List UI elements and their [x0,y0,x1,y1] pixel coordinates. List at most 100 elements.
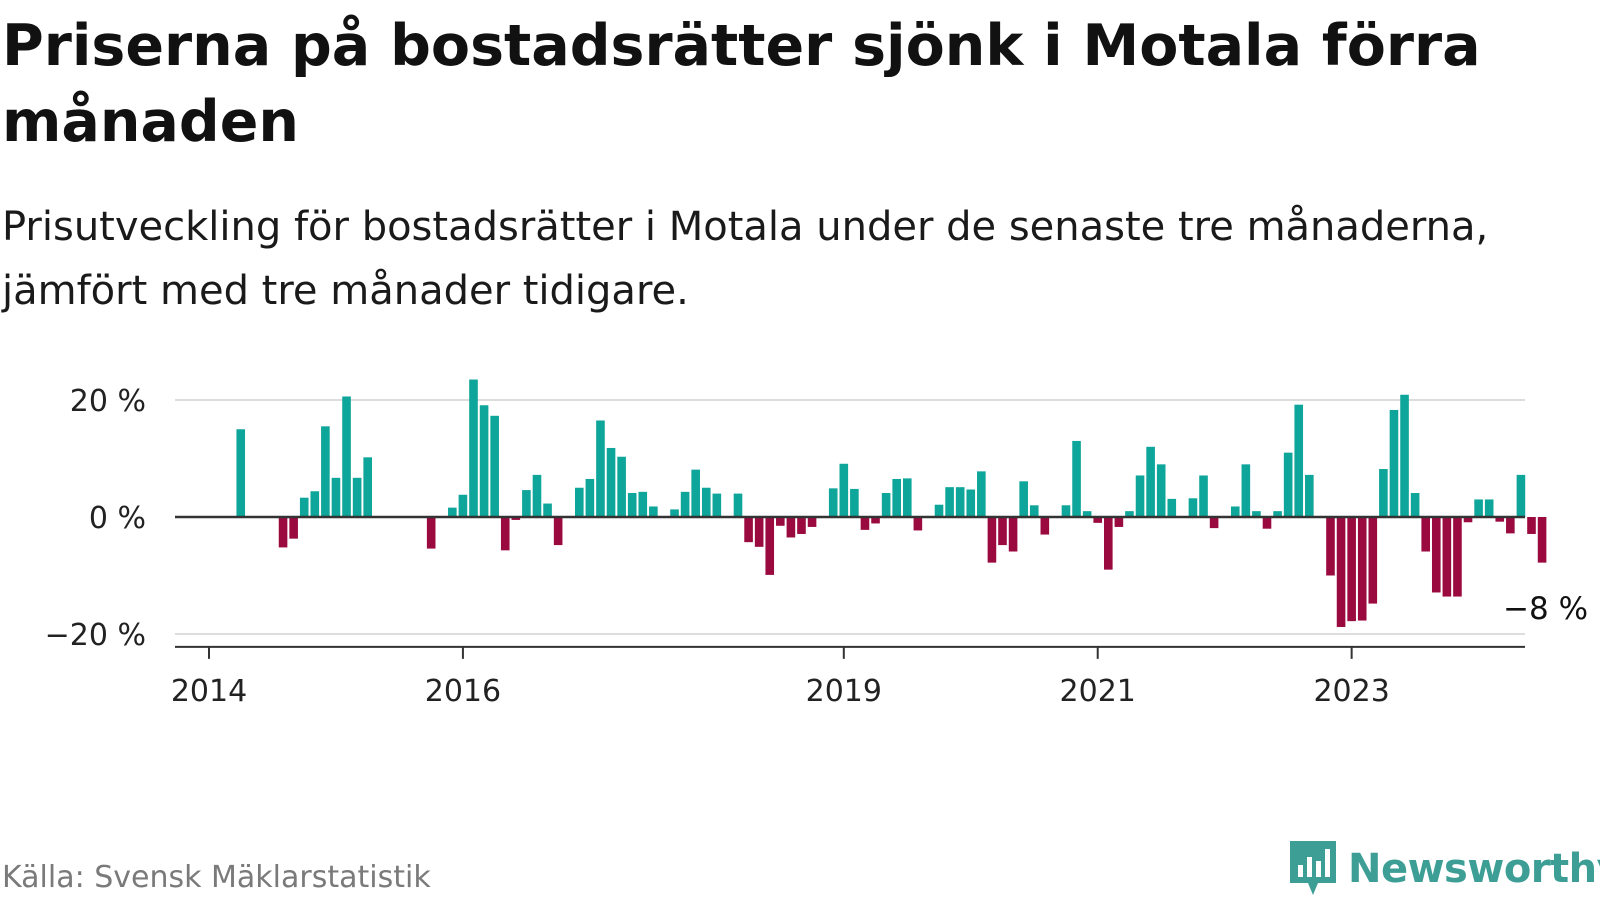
bar [1389,409,1399,517]
x-tick-label: 2023 [1313,674,1389,709]
bar [1040,517,1050,535]
y-tick-label: 20 % [70,384,146,419]
bar [1114,517,1124,527]
bar [881,493,891,517]
bar [575,487,584,517]
bar [977,471,986,517]
newsworthy-logo-icon [1290,841,1336,895]
bar [998,517,1007,546]
bar [321,426,330,517]
bar [701,487,711,517]
bar [744,517,753,543]
bar [1061,505,1071,517]
bar [1230,506,1240,517]
bar [448,507,457,517]
brand-name: Newsworthy [1348,846,1600,892]
source-note: Källa: Svensk Mäklarstatistik [2,860,431,895]
bar [828,488,838,517]
bar [1453,517,1462,597]
bar [1421,517,1430,552]
bar [1463,517,1473,523]
bar [649,506,658,517]
bar [987,517,997,563]
bar [490,415,499,517]
bar [765,517,775,575]
bar [680,491,690,517]
bar [532,474,542,517]
bar [754,517,764,547]
bar [1019,481,1028,517]
bar [691,469,700,517]
bar [352,477,362,517]
bar [426,517,436,549]
bar [299,497,309,517]
bar [1082,511,1092,517]
bar [585,478,595,517]
bar [331,477,341,517]
bar [1527,517,1536,534]
bar [1273,511,1282,517]
bar [1484,499,1494,517]
bar [1357,517,1367,621]
bar [543,503,552,517]
brand-logo: Newsworthy [1288,838,1600,900]
bar [278,517,288,548]
bar [1072,440,1081,517]
y-axis-labels: 20 % 0 % −20 % [45,384,146,653]
bar [606,447,616,517]
bar [1294,404,1304,517]
bar [522,490,531,517]
bar [1262,517,1272,529]
y-tick-label: −20 % [45,618,146,653]
bar [860,517,870,530]
bar [1029,505,1039,517]
bar [617,456,626,517]
bar [1167,498,1177,517]
bar [1146,446,1155,517]
bar [1326,517,1335,576]
last-value-annotation: −8 % [1503,591,1588,627]
bar [500,517,510,551]
bar [469,379,478,517]
bar [839,463,849,517]
bar [902,478,912,517]
bar [850,488,859,517]
bar [1537,517,1547,563]
bar [236,429,246,517]
bar [1252,511,1261,517]
bar [786,517,796,538]
bar [776,517,785,526]
bar [1188,498,1198,517]
bar [1506,517,1515,534]
bar [289,517,298,539]
bar [807,517,817,527]
x-tick-label: 2016 [425,674,501,709]
bar [1474,499,1483,517]
bar [638,491,648,517]
bar [670,509,679,517]
y-tick-label: 0 % [89,501,146,536]
bar [1283,452,1293,517]
bar [1156,464,1166,517]
bar-chart: 20 % 0 % −20 % 2014 2016 2019 2021 2023 −8 % [45,379,1588,709]
bar [1368,517,1378,604]
x-tick-label: 2019 [806,674,882,709]
bar [955,487,965,517]
bar [966,489,976,517]
bar [1199,475,1208,517]
bar [342,396,351,517]
bar [1125,511,1134,517]
bar [1400,394,1409,517]
bar [1104,517,1113,570]
bar [1093,517,1103,523]
bar [1008,517,1018,552]
bar [1209,517,1219,529]
bar [797,517,806,534]
bar [1336,517,1346,627]
grid-lines [175,399,1525,635]
bar [479,405,489,517]
bar [1241,464,1251,517]
bar [913,517,923,531]
bar [712,493,722,517]
bar [1431,517,1441,593]
